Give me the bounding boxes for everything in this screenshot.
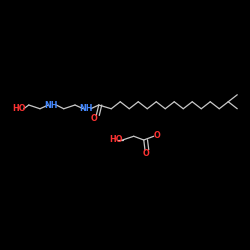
Text: NH: NH [80,104,93,113]
Text: NH: NH [44,100,58,110]
Text: O: O [154,131,160,140]
Text: HO: HO [109,135,122,144]
Text: HO: HO [12,104,26,113]
Text: O: O [90,114,97,122]
Text: O: O [142,148,149,158]
